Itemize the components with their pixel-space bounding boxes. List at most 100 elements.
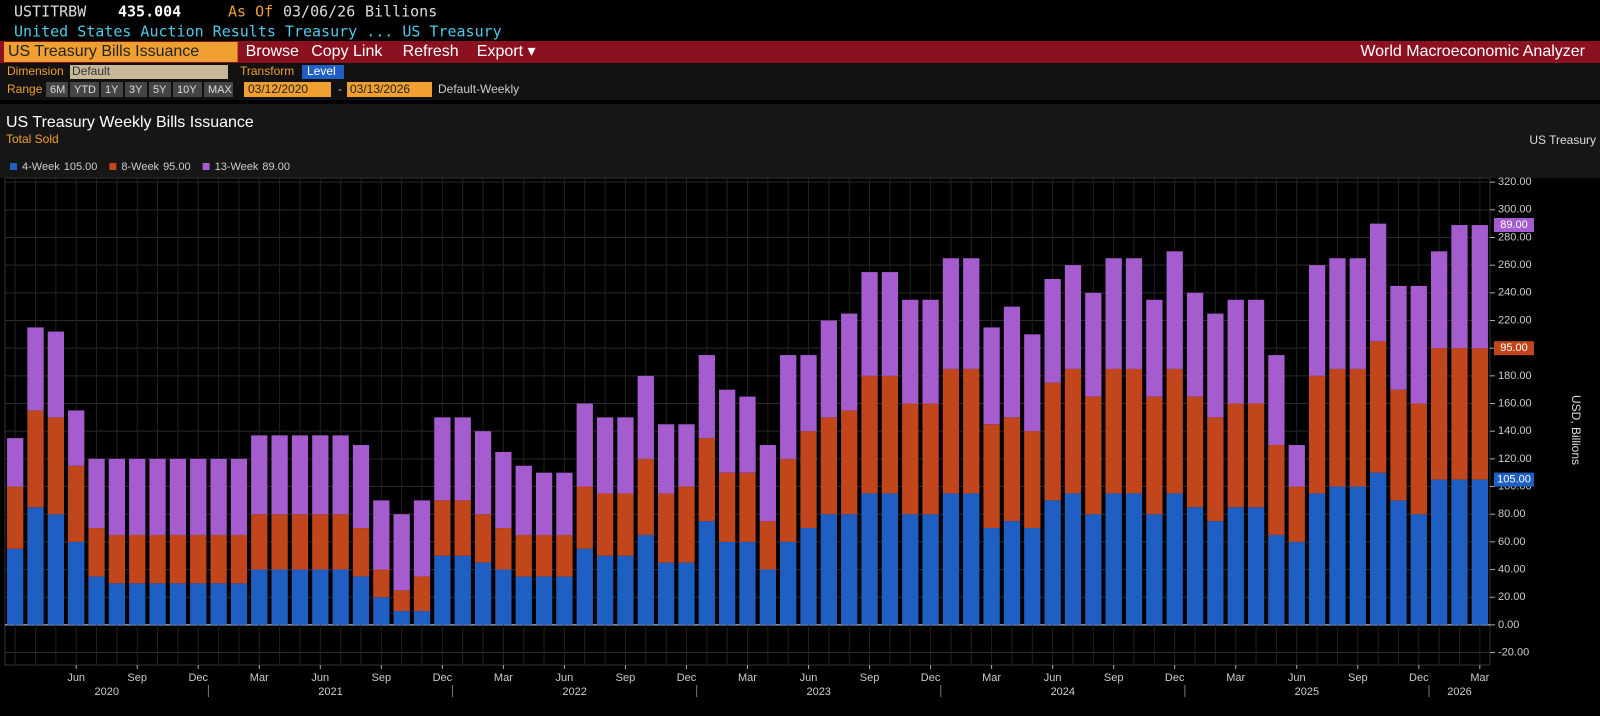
x-tick-label: Jun (311, 672, 329, 684)
bar-segment (1349, 368, 1366, 487)
range-button[interactable] (204, 82, 233, 97)
bar-segment (983, 528, 1000, 625)
bar-segment (27, 410, 44, 508)
bar-segment (1207, 313, 1224, 418)
bar-segment (190, 458, 207, 535)
dimension-box[interactable] (70, 65, 228, 79)
range-button[interactable] (125, 82, 147, 97)
bar-segment (576, 548, 593, 625)
bar-segment (1369, 472, 1387, 625)
year-label: 2025 (1295, 686, 1319, 698)
bar-segment (963, 258, 980, 369)
bar-segment (1227, 507, 1244, 625)
bar-segment (68, 541, 85, 625)
range-button[interactable] (101, 82, 123, 97)
bar-segment (1044, 278, 1061, 383)
bar-segment (7, 486, 24, 549)
y-tick-label: 20.00 (1498, 591, 1526, 603)
bar-segment (1268, 445, 1285, 535)
end-box[interactable] (347, 82, 432, 97)
bar-segment (210, 534, 227, 584)
bar-segment (149, 583, 166, 625)
x-tick-label: Mar (982, 672, 1001, 684)
bar-segment (983, 424, 1000, 529)
bar-segment (820, 320, 838, 418)
bar-segment (1064, 265, 1082, 369)
bar-segment (108, 583, 126, 625)
bar-segment (576, 403, 593, 487)
x-tick-label: Dec (1165, 672, 1185, 684)
bar-segment (942, 368, 960, 494)
y-tick-label: 60.00 (1498, 536, 1526, 548)
bar-segment (129, 458, 146, 535)
tab[interactable] (4, 42, 238, 62)
x-tick-label: Sep (1104, 672, 1124, 684)
bar-segment (1308, 375, 1326, 494)
y-tick-label: 180.00 (1498, 370, 1532, 382)
year-label: 2022 (562, 686, 586, 698)
x-tick-label: Jun (67, 672, 85, 684)
bar-segment (1308, 493, 1326, 625)
bar-segment (1064, 368, 1082, 494)
x-tick-label: Jun (800, 672, 818, 684)
start-box[interactable] (244, 82, 331, 97)
x-tick-label: Sep (372, 672, 392, 684)
bar-segment (27, 507, 44, 625)
range-button[interactable] (173, 82, 202, 97)
bar-segment (1166, 493, 1183, 625)
range-button-label: YTD (74, 84, 96, 96)
bar-segment (1166, 368, 1183, 494)
year-label: 2023 (806, 686, 830, 698)
bar-segment (393, 514, 410, 591)
y-label: USD, Billions (1569, 395, 1583, 465)
frequency: Default-Weekly (438, 82, 519, 96)
unit: Billions (365, 3, 437, 21)
bar-segment (373, 597, 390, 625)
bar-segment (535, 576, 553, 625)
range-button[interactable] (149, 82, 171, 97)
bar-segment (393, 590, 410, 612)
range-dash: - (338, 82, 342, 96)
bar-segment (88, 528, 105, 577)
bar-segment (1085, 396, 1102, 515)
bar-segment (129, 534, 146, 584)
range-button-label: MAX (208, 84, 233, 96)
bar-segment (719, 541, 736, 625)
y-tick-label: 80.00 (1498, 508, 1526, 520)
x-tick-label: Mar (1470, 672, 1489, 684)
tab-label: Copy Link (311, 43, 383, 60)
range-button[interactable] (46, 82, 68, 97)
bar-segment (780, 355, 797, 459)
bar-segment (881, 493, 899, 625)
bar-segment (942, 258, 960, 369)
bar-segment (1146, 396, 1163, 515)
x-tick-label: Sep (1348, 672, 1368, 684)
value-tag-label: 105.00 (1497, 474, 1531, 486)
bar-segment (1247, 299, 1265, 404)
bar-segment (678, 424, 695, 487)
bar-segment (556, 534, 573, 577)
bar-segment (210, 583, 227, 625)
bar-segment (719, 389, 736, 473)
legend-swatch (202, 163, 210, 170)
bar-segment (759, 569, 776, 625)
bar-segment (800, 431, 817, 529)
bar-segment (1451, 479, 1468, 625)
bar-segment (1247, 507, 1265, 625)
transform-box[interactable] (302, 65, 344, 79)
bar-segment (312, 569, 329, 625)
bar-segment (1024, 431, 1041, 529)
x-tick-label: Jun (1044, 672, 1062, 684)
bar-segment (1390, 389, 1407, 501)
bar-segment (1146, 299, 1163, 397)
bar-segment (739, 541, 756, 625)
x-tick-label: Mar (738, 672, 757, 684)
bar-segment (841, 313, 858, 411)
range-button[interactable] (70, 82, 99, 97)
x-tick-label: Mar (1226, 672, 1245, 684)
legend-swatch (109, 163, 117, 170)
y-tick-label: 320.00 (1498, 176, 1532, 188)
app-link[interactable]: World Macroeconomic Analyzer (1360, 43, 1585, 60)
bar-segment (1024, 528, 1041, 625)
